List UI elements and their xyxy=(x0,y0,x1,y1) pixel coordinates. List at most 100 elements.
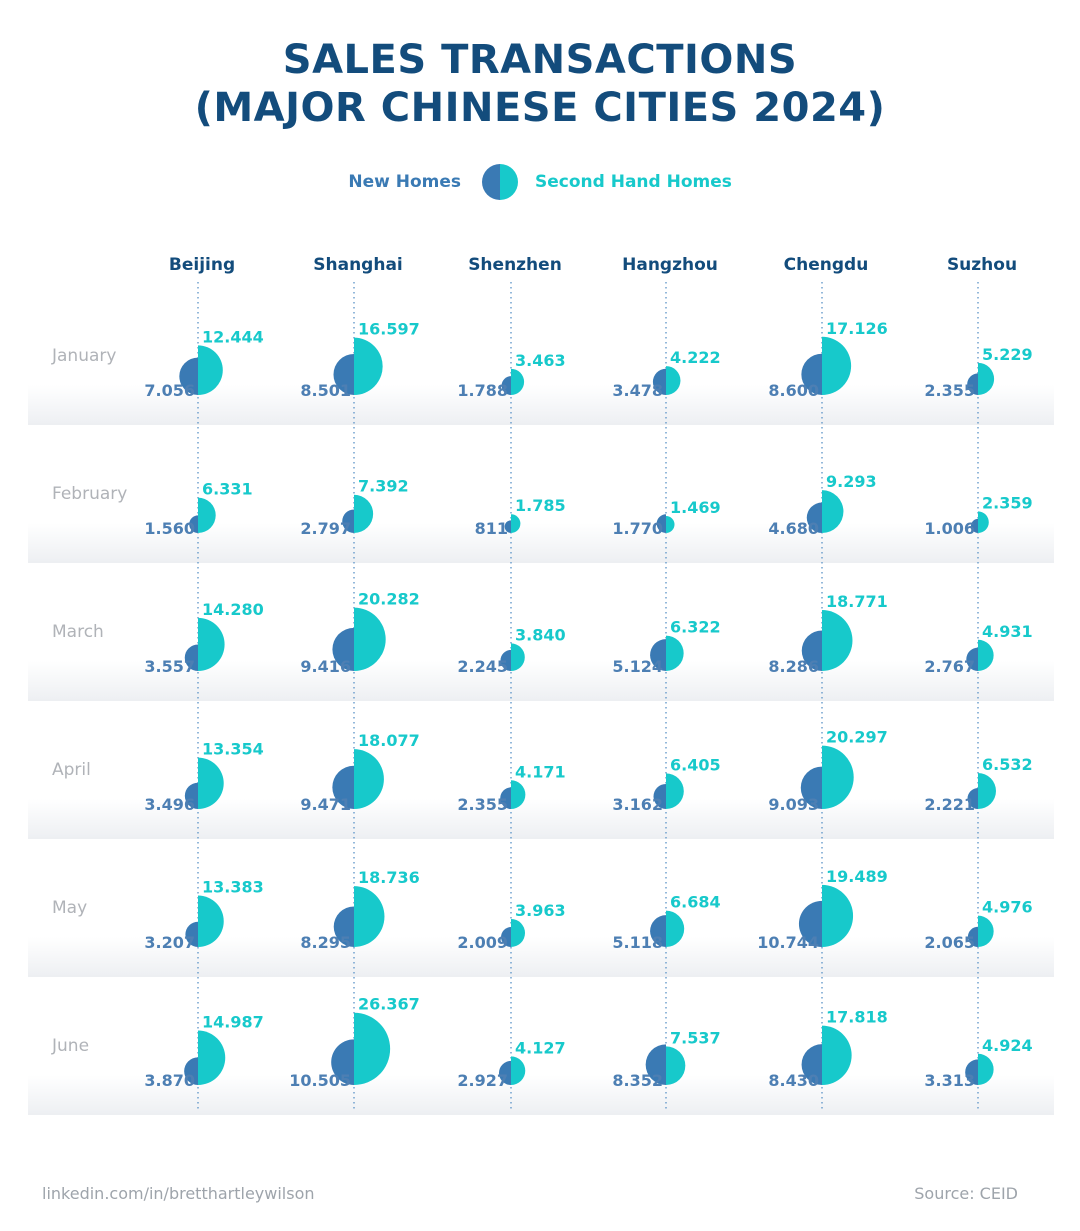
month-label-january: January xyxy=(51,346,116,366)
month-label-june: June xyxy=(51,1036,89,1056)
second-hand-half-shenzhen-april xyxy=(511,780,526,809)
second-hand-value-hangzhou-april: 6.405 xyxy=(670,755,721,774)
new-homes-value-shenzhen-may: 2.009 xyxy=(457,933,508,952)
new-homes-half-chengdu-may xyxy=(798,900,822,947)
second-hand-half-suzhou-january xyxy=(978,362,995,395)
new-homes-value-hangzhou-june: 8.352 xyxy=(612,1071,663,1090)
footer-source: Source: CEID xyxy=(914,1184,1018,1203)
new-homes-half-hangzhou-april xyxy=(653,783,666,809)
second-hand-value-beijing-april: 13.354 xyxy=(202,740,264,759)
new-homes-value-shenzhen-june: 2.927 xyxy=(457,1071,508,1090)
second-hand-value-shanghai-march: 20.282 xyxy=(358,590,420,609)
second-hand-half-chengdu-june xyxy=(822,1025,852,1085)
chart-title-line-2: (MAJOR CHINESE CITIES 2024) xyxy=(194,85,886,131)
new-homes-value-beijing-february: 1.560 xyxy=(144,519,195,538)
new-homes-half-beijing-april xyxy=(184,782,198,809)
new-homes-value-suzhou-february: 1.006 xyxy=(924,519,975,538)
new-homes-half-shanghai-january xyxy=(333,353,354,395)
new-homes-value-shenzhen-april: 2.355 xyxy=(457,795,508,814)
second-hand-half-shanghai-january xyxy=(354,337,383,395)
new-homes-half-shanghai-june xyxy=(331,1039,354,1085)
footer-linkedin-link[interactable]: linkedin.com/in/bretthartleywilson xyxy=(42,1184,315,1203)
second-hand-half-shenzhen-may xyxy=(511,918,526,947)
second-hand-half-shanghai-june xyxy=(354,1012,391,1085)
new-homes-value-hangzhou-march: 5.124 xyxy=(612,657,663,676)
city-header-chengdu: Chengdu xyxy=(784,255,869,275)
new-homes-value-shenzhen-february: 811 xyxy=(475,519,508,538)
second-hand-half-hangzhou-january xyxy=(666,366,681,396)
new-homes-half-chengdu-february xyxy=(806,502,822,533)
second-hand-half-suzhou-june xyxy=(978,1053,994,1085)
second-hand-value-suzhou-june: 4.924 xyxy=(982,1036,1033,1055)
second-hand-half-beijing-march xyxy=(198,617,225,671)
new-homes-half-chengdu-june xyxy=(801,1044,822,1085)
second-hand-value-chengdu-march: 18.771 xyxy=(826,592,888,611)
second-hand-half-shenzhen-january xyxy=(511,368,525,395)
second-hand-value-shenzhen-may: 3.963 xyxy=(515,901,566,920)
new-homes-half-beijing-february xyxy=(189,515,198,533)
second-hand-half-beijing-february xyxy=(198,497,216,533)
new-homes-value-hangzhou-january: 3.478 xyxy=(612,381,663,400)
second-hand-value-shenzhen-february: 1.785 xyxy=(515,496,566,515)
city-header-suzhou: Suzhou xyxy=(947,255,1017,275)
new-homes-value-shanghai-may: 8.295 xyxy=(300,933,351,952)
new-homes-half-chengdu-april xyxy=(800,766,822,809)
new-homes-value-suzhou-june: 3.313 xyxy=(924,1071,975,1090)
second-hand-half-suzhou-march xyxy=(978,639,994,671)
second-hand-value-suzhou-march: 4.931 xyxy=(982,622,1033,641)
second-hand-value-chengdu-april: 20.297 xyxy=(826,728,888,747)
new-homes-half-suzhou-april xyxy=(967,788,978,809)
second-hand-half-hangzhou-february xyxy=(666,515,675,533)
new-homes-value-shanghai-march: 9.416 xyxy=(300,657,351,676)
second-hand-half-beijing-june xyxy=(198,1030,226,1085)
new-homes-half-hangzhou-may xyxy=(650,915,666,947)
second-hand-value-hangzhou-may: 6.684 xyxy=(670,893,721,912)
new-homes-half-shenzhen-march xyxy=(500,649,511,671)
second-hand-value-chengdu-january: 17.126 xyxy=(826,319,888,338)
second-hand-half-hangzhou-may xyxy=(666,910,685,947)
second-hand-half-suzhou-may xyxy=(978,915,994,947)
legend: New Homes Second Hand Homes xyxy=(0,162,1080,202)
new-homes-value-hangzhou-may: 5.118 xyxy=(612,933,663,952)
second-hand-half-chengdu-may xyxy=(822,884,854,947)
new-homes-value-shanghai-january: 8.501 xyxy=(300,381,351,400)
new-homes-value-beijing-january: 7.056 xyxy=(144,381,195,400)
new-homes-value-suzhou-may: 2.065 xyxy=(924,933,975,952)
new-homes-half-beijing-march xyxy=(184,644,198,671)
second-hand-value-shenzhen-april: 4.171 xyxy=(515,762,566,781)
new-homes-half-suzhou-february xyxy=(970,518,978,533)
second-hand-value-beijing-february: 6.331 xyxy=(202,480,253,499)
new-homes-half-chengdu-january xyxy=(801,353,822,395)
city-header-beijing: Beijing xyxy=(169,255,235,275)
second-hand-value-beijing-june: 14.987 xyxy=(202,1013,264,1032)
second-hand-half-beijing-january xyxy=(198,345,223,395)
new-homes-half-suzhou-march xyxy=(966,647,978,671)
second-hand-value-shanghai-june: 26.367 xyxy=(358,995,420,1014)
new-homes-half-shenzhen-may xyxy=(501,927,511,947)
new-homes-value-chengdu-february: 4.680 xyxy=(768,519,819,538)
second-hand-value-shanghai-february: 7.392 xyxy=(358,477,409,496)
second-hand-half-shenzhen-march xyxy=(511,643,525,671)
new-homes-half-shanghai-march xyxy=(332,627,354,671)
new-homes-half-shanghai-may xyxy=(333,906,354,947)
new-homes-half-hangzhou-february xyxy=(656,514,666,533)
new-homes-value-beijing-march: 3.557 xyxy=(144,657,195,676)
second-hand-half-suzhou-february xyxy=(978,511,989,533)
new-homes-half-shanghai-april xyxy=(332,765,354,809)
new-homes-value-shenzhen-march: 2.245 xyxy=(457,657,508,676)
new-homes-value-suzhou-april: 2.221 xyxy=(924,795,975,814)
legend-second-hand-homes-label: Second Hand Homes xyxy=(535,172,732,192)
chart-title-line-1: SALES TRANSACTIONS xyxy=(282,37,798,83)
second-hand-value-shenzhen-june: 4.127 xyxy=(515,1038,566,1057)
second-hand-value-hangzhou-january: 4.222 xyxy=(670,348,721,367)
second-hand-value-suzhou-may: 4.976 xyxy=(982,898,1033,917)
new-homes-half-hangzhou-june xyxy=(645,1044,666,1085)
new-homes-value-suzhou-march: 2.767 xyxy=(924,657,975,676)
second-hand-half-chengdu-february xyxy=(822,490,844,533)
new-homes-half-shenzhen-february xyxy=(504,520,511,533)
new-homes-value-hangzhou-april: 3.162 xyxy=(612,795,663,814)
new-homes-half-beijing-january xyxy=(179,357,198,395)
second-hand-half-hangzhou-june xyxy=(666,1046,686,1085)
new-homes-value-beijing-june: 3.870 xyxy=(144,1071,195,1090)
second-hand-value-shanghai-january: 16.597 xyxy=(358,320,420,339)
